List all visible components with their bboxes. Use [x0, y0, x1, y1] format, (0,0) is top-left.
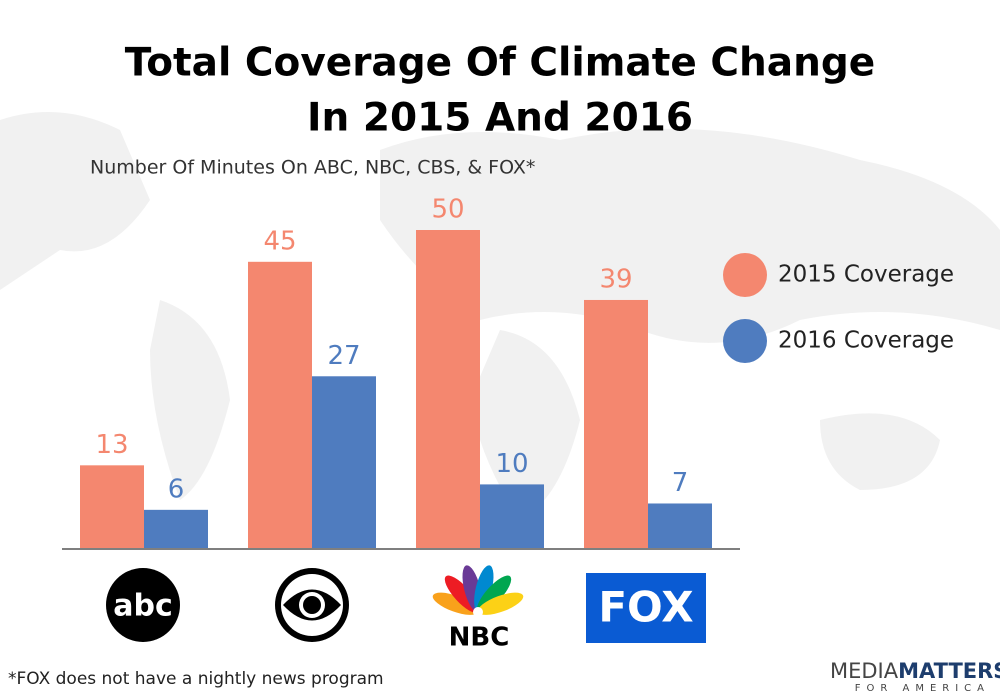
value-label: 10: [495, 449, 528, 479]
value-label: 27: [327, 341, 360, 371]
brand-media: MEDIA: [830, 659, 899, 683]
chart-title: Total Coverage Of Climate Change: [125, 41, 875, 86]
value-label: 39: [599, 264, 632, 294]
value-label: 50: [431, 195, 464, 225]
brand-matters: MATTERS: [898, 659, 1000, 683]
category-label: NBC: [449, 623, 510, 653]
bar: [648, 503, 712, 548]
chart-subtitle: Number Of Minutes On ABC, NBC, CBS, & FO…: [90, 157, 535, 179]
bar: [480, 484, 544, 548]
value-label: 45: [263, 226, 296, 256]
chart-title: In 2015 And 2016: [307, 96, 693, 141]
fox-logo: FOX: [586, 573, 706, 643]
brand: MEDIAMATTERS FOR AMERICA: [830, 659, 1000, 692]
bar: [584, 299, 648, 548]
value-label: 7: [672, 468, 689, 498]
abc-logo: abc: [106, 568, 180, 642]
world-map-background: [0, 112, 1000, 520]
category-label: abc: [113, 589, 173, 624]
bar: [416, 230, 480, 548]
bar: [144, 509, 208, 548]
bar: [80, 465, 144, 548]
bar: [312, 376, 376, 548]
legend-label: 2016 Coverage: [778, 328, 954, 354]
brand-media: MEDIAMATTERS: [830, 659, 1000, 683]
nbc-logo: NBC: [432, 565, 524, 653]
cbs-logo: [275, 568, 349, 642]
legend-swatch: [723, 319, 767, 363]
legend-label: 2015 Coverage: [778, 262, 954, 288]
footnote: *FOX does not have a nightly news progra…: [8, 669, 384, 689]
bar: [248, 261, 312, 548]
value-label: 13: [95, 430, 128, 460]
category-label: FOX: [598, 583, 693, 632]
value-label: 6: [168, 474, 185, 504]
brand-tagline: FOR AMERICA: [855, 683, 990, 692]
legend-swatch: [723, 253, 767, 297]
